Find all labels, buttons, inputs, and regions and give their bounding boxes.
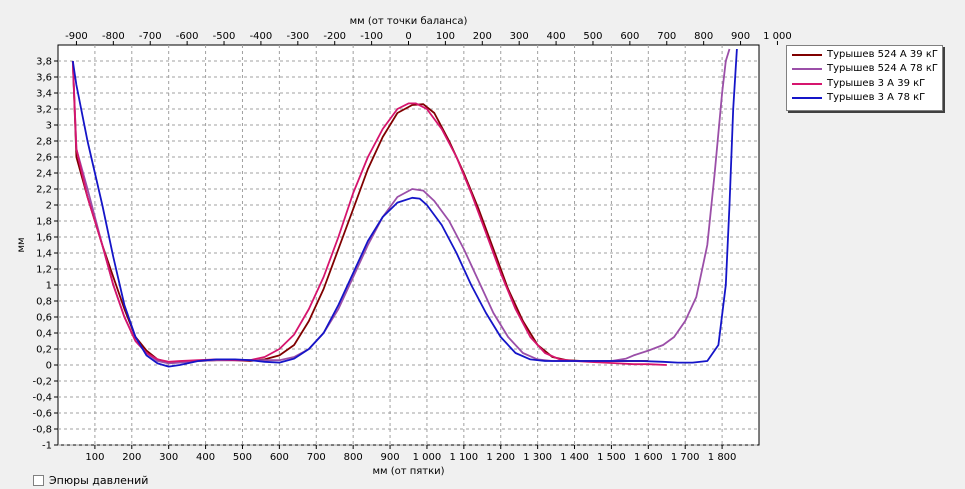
x-tick-label: 600 — [270, 452, 289, 463]
x-tick-label: 1 000 — [413, 452, 442, 463]
y-tick-label: 2,2 — [36, 185, 52, 196]
legend-label: Турышев 524 А 78 кГ — [827, 63, 938, 74]
top-tick-label: 300 — [510, 31, 529, 42]
y-tick-label: 1,4 — [36, 249, 52, 260]
legend-label: Турышев 3 А 39 кГ — [827, 78, 926, 89]
top-tick-label: -900 — [65, 31, 88, 42]
series-line-3 — [71, 60, 667, 366]
top-tick-label: 0 — [405, 31, 411, 42]
top-tick-label: -600 — [176, 31, 199, 42]
top-tick-label: 1 000 — [763, 31, 792, 42]
top-tick-label: 500 — [583, 31, 602, 42]
top-axis-title: мм (от точки баланса) — [350, 16, 468, 27]
x-tick-label: 1 800 — [708, 452, 737, 463]
y-tick-label: 0 — [46, 361, 52, 372]
y-axis-title: мм — [16, 237, 27, 252]
y-tick-label: 2,8 — [36, 137, 52, 148]
x-tick-label: 1 700 — [671, 452, 700, 463]
top-tick-label: -400 — [250, 31, 273, 42]
top-tick-label: 200 — [473, 31, 492, 42]
legend-swatch — [792, 83, 822, 85]
legend-item: Турышев 524 А 39 кГ — [787, 48, 942, 62]
top-tick-label: 600 — [620, 31, 639, 42]
x-tick-label: 700 — [307, 452, 326, 463]
x-tick-label: 500 — [233, 452, 252, 463]
y-tick-label: 1,6 — [36, 233, 52, 244]
y-tick-label: -0,6 — [32, 409, 52, 420]
legend-swatch — [792, 54, 822, 56]
pressure-diagram-toggle[interactable]: Эпюры давлений — [33, 472, 148, 488]
y-tick-label: 2,4 — [36, 169, 52, 180]
y-tick-label: -0,8 — [32, 425, 52, 436]
y-tick-label: 0,6 — [36, 313, 52, 324]
y-tick-label: 3,4 — [36, 89, 52, 100]
y-tick-label: 1,8 — [36, 217, 52, 228]
x-tick-label: 1 300 — [523, 452, 552, 463]
top-tick-label: 800 — [694, 31, 713, 42]
plot-area — [57, 44, 760, 446]
y-tick-label: 3,8 — [36, 57, 52, 68]
legend-item: Турышев 3 А 78 кГ — [787, 91, 942, 105]
x-tick-label: 300 — [159, 452, 178, 463]
x-tick-label: 800 — [344, 452, 363, 463]
y-tick-label: 0,2 — [36, 345, 52, 356]
legend-label: Турышев 524 А 39 кГ — [827, 49, 938, 60]
pressure-checkbox[interactable] — [33, 474, 44, 486]
legend-item: Турышев 3 А 39 кГ — [787, 77, 942, 91]
axis-ticks: 100 200 300 400 500 600 700 800 900 1 000 1 100 1 2… — [32, 31, 791, 463]
y-tick-label: 2,6 — [36, 153, 52, 164]
y-tick-label: -0,4 — [32, 393, 52, 404]
x-tick-label: 1 200 — [486, 452, 515, 463]
y-tick-label: 3,6 — [36, 73, 52, 84]
series-line-2 — [71, 48, 731, 365]
top-tick-label: -700 — [139, 31, 162, 42]
y-tick-label: 0,4 — [36, 329, 52, 340]
y-tick-label: -1 — [42, 441, 52, 452]
grid — [58, 45, 759, 446]
y-tick-label: 3 — [46, 121, 52, 132]
y-tick-label: 2 — [46, 201, 52, 212]
pressure-label: Эпюры давлений — [49, 473, 149, 487]
x-tick-label: 200 — [122, 452, 141, 463]
legend-item: Турышев 524 А 78 кГ — [787, 62, 942, 76]
y-tick-label: -0,2 — [32, 377, 52, 388]
top-tick-label: 900 — [731, 31, 750, 42]
x-tick-label: 400 — [196, 452, 215, 463]
series-line-4 — [71, 48, 738, 368]
legend-label: Турышев 3 А 78 кГ — [827, 92, 926, 103]
y-tick-label: 1,2 — [36, 265, 52, 276]
y-tick-label: 0,8 — [36, 297, 52, 308]
top-tick-label: -200 — [323, 31, 346, 42]
top-tick-label: -300 — [286, 31, 309, 42]
x-tick-label: 900 — [381, 452, 400, 463]
y-tick-label: 1 — [46, 281, 52, 292]
x-tick-label: 1 100 — [450, 452, 479, 463]
bottom-axis-title: мм (от пятки) — [372, 466, 444, 477]
top-tick-label: 400 — [547, 31, 566, 42]
top-tick-label: 700 — [657, 31, 676, 42]
legend: Турышев 524 А 39 кГ Турышев 524 А 78 кГ … — [786, 45, 943, 111]
legend-swatch — [792, 97, 822, 99]
series-group — [71, 48, 738, 368]
top-tick-label: -800 — [102, 31, 125, 42]
x-tick-label: 1 600 — [634, 452, 663, 463]
x-tick-label: 100 — [85, 452, 104, 463]
legend-swatch — [792, 68, 822, 70]
x-tick-label: 1 400 — [560, 452, 589, 463]
x-tick-label: 1 500 — [597, 452, 626, 463]
top-tick-label: 100 — [436, 31, 455, 42]
y-tick-label: 3,2 — [36, 105, 52, 116]
top-tick-label: -500 — [213, 31, 236, 42]
top-tick-label: -100 — [360, 31, 383, 42]
